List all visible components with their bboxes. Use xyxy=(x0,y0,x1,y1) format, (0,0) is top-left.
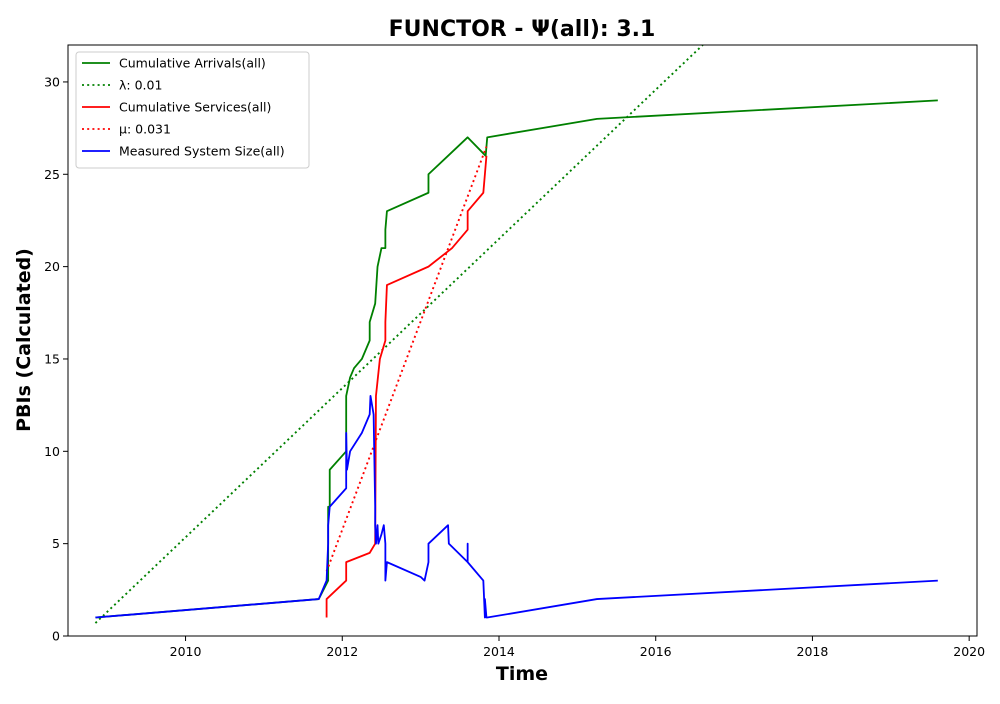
axes-frame xyxy=(67,44,978,637)
x-tick-label: 2018 xyxy=(797,644,829,659)
y-tick-label: 20 xyxy=(44,259,60,274)
legend-label-4: μ: 0.031 xyxy=(119,122,171,137)
legend-label-2: λ: 0.01 xyxy=(119,78,162,93)
y-tick-label: 30 xyxy=(44,74,60,89)
legend-label-1: Cumulative Arrivals(all) xyxy=(119,56,266,71)
series-line-3 xyxy=(325,155,488,618)
y-tick-label: 5 xyxy=(52,536,60,551)
legend: Cumulative Arrivals(all) λ: 0.01 Cumulativ… xyxy=(75,51,310,169)
series-line-1 xyxy=(95,99,938,619)
x-tick-label: 2016 xyxy=(640,644,672,659)
x-tick-label: 2014 xyxy=(483,644,515,659)
y-tick-label: 15 xyxy=(44,351,60,366)
x-tick-label: 2010 xyxy=(170,644,202,659)
y-tick-label: 25 xyxy=(44,167,60,182)
plot-area xyxy=(94,45,938,624)
x-tick-label: 2020 xyxy=(953,644,985,659)
axes: 2010 2012 2014 2016 2018 2020 0 5 10 15 20 25 30 xyxy=(44,44,985,659)
legend-label-5: Measured System Size(all) xyxy=(119,144,285,159)
chart-title: FUNCTOR - Ψ(all): 3.1 xyxy=(389,17,656,42)
legend-box xyxy=(75,51,310,169)
y-tick-label: 0 xyxy=(52,629,60,644)
legend-label-3: Cumulative Services(all) xyxy=(119,100,271,115)
x-axis-label: Time xyxy=(496,663,548,685)
y-axis-label: PBIs (Calculated) xyxy=(13,248,35,432)
series-group xyxy=(94,45,938,624)
y-tick-label: 10 xyxy=(44,444,60,459)
x-tick-label: 2012 xyxy=(326,644,358,659)
series-line-5 xyxy=(95,395,938,619)
series-line-2 xyxy=(94,45,704,624)
